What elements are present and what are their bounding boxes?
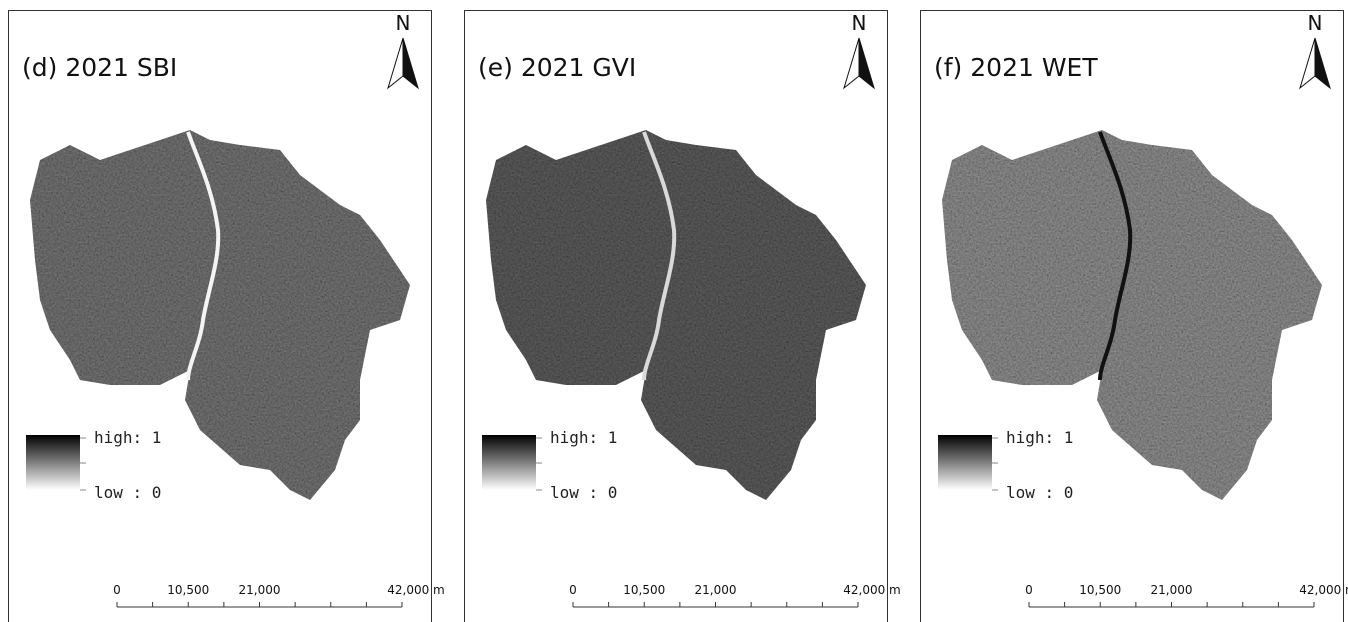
panel-title: (f) 2021 WET xyxy=(934,53,1098,82)
legend-gradient xyxy=(26,435,80,490)
scale-label: 42,000 m xyxy=(387,583,445,597)
legend-low: low : 0 xyxy=(94,483,161,502)
scale-label: 42,000 m xyxy=(1299,583,1348,597)
region-raster xyxy=(30,130,410,500)
legend-gradient xyxy=(482,435,536,490)
scale-label: 0 xyxy=(569,583,577,597)
region-raster xyxy=(942,130,1322,500)
legend-gradient xyxy=(938,435,992,490)
scale-label: 0 xyxy=(1025,583,1033,597)
north-label: N xyxy=(1308,11,1323,35)
north-arrow xyxy=(1315,38,1330,88)
scale-label: 21,000 xyxy=(1151,583,1193,597)
north-arrow xyxy=(844,38,859,88)
legend-high: high: 1 xyxy=(1006,428,1073,447)
legend-low: low : 0 xyxy=(1006,483,1073,502)
north-arrow xyxy=(859,38,874,88)
legend-high: high: 1 xyxy=(550,428,617,447)
scale-label: 42,000 m xyxy=(843,583,901,597)
north-label: N xyxy=(396,11,411,35)
scale-label: 10,500 xyxy=(167,583,209,597)
north-arrow xyxy=(1300,38,1315,88)
scale-label: 10,500 xyxy=(1079,583,1121,597)
scale-label: 21,000 xyxy=(239,583,281,597)
panel-title: (e) 2021 GVI xyxy=(478,53,636,82)
north-label: N xyxy=(852,11,867,35)
scale-label: 10,500 xyxy=(623,583,665,597)
north-arrow xyxy=(388,38,403,88)
region-raster xyxy=(486,130,866,500)
map-figure: (d) 2021 SBI Nhigh: 1 low : 0 0 10,500 21,000… xyxy=(0,0,1348,622)
panel-title: (d) 2021 SBI xyxy=(22,53,177,82)
legend-low: low : 0 xyxy=(550,483,617,502)
legend-high: high: 1 xyxy=(94,428,161,447)
scale-label: 0 xyxy=(113,583,121,597)
north-arrow xyxy=(403,38,418,88)
scale-label: 21,000 xyxy=(695,583,737,597)
